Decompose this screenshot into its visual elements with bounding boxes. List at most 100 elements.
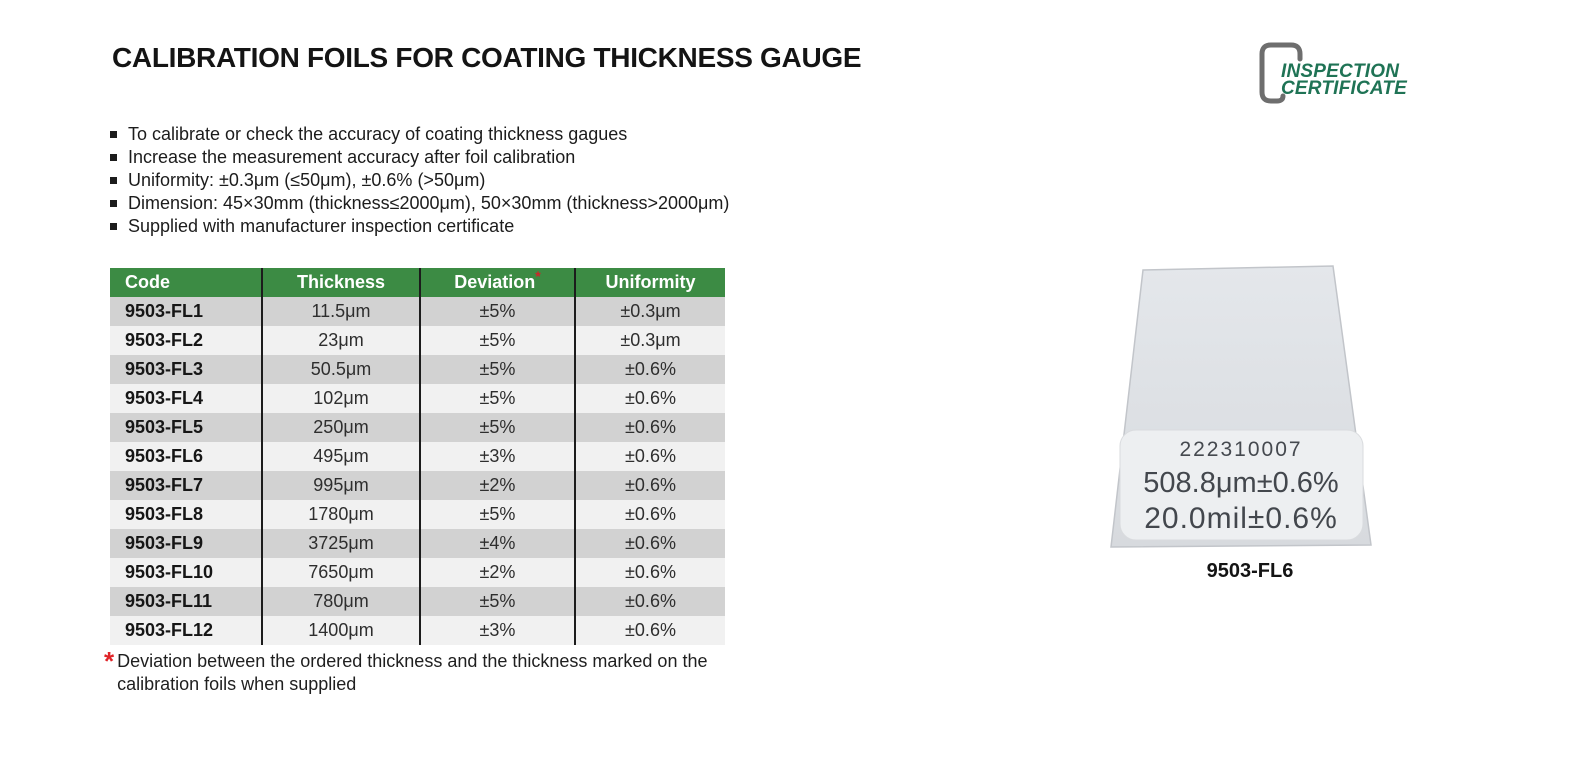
cell-uniformity: ±0.6% [575,355,725,384]
feature-text: Increase the measurement accuracy after … [128,147,576,167]
cell-code: 9503-FL12 [110,616,263,645]
feature-item: To calibrate or check the accuracy of co… [110,124,729,147]
table-row: 9503-FL11 780μm ±5% ±0.6% [110,587,725,616]
cell-uniformity: ±0.6% [575,442,725,471]
certificate-bracket-icon [1259,42,1303,104]
cell-code: 9503-FL8 [110,500,263,529]
cell-deviation: ±5% [420,587,576,616]
col-header-deviation: Deviation* [420,268,576,297]
badge-text: INSPECTION CERTIFICATE [1281,61,1407,97]
cell-uniformity: ±0.6% [575,384,725,413]
cell-deviation: ±5% [420,384,576,413]
table-row: 9503-FL2 23μm ±5% ±0.3μm [110,326,725,355]
col-header-uniformity: Uniformity [575,268,725,297]
cell-uniformity: ±0.6% [575,413,725,442]
cell-uniformity: ±0.3μm [575,297,725,326]
table-row: 9503-FL1 11.5μm ±5% ±0.3μm [110,297,725,326]
cell-deviation: ±5% [420,413,576,442]
cell-deviation: ±4% [420,529,576,558]
cell-thickness: 102μm [262,384,421,413]
footnote-text: Deviation between the ordered thickness … [117,651,708,694]
cell-uniformity: ±0.6% [575,558,725,587]
bullet-square-icon [110,154,117,161]
feature-item: Supplied with manufacturer inspection ce… [110,216,729,239]
col-header-code: Code [110,268,263,297]
table-header-row: Code Thickness Deviation* Uniformity [110,268,725,297]
cell-uniformity: ±0.6% [575,529,725,558]
table-row: 9503-FL4 102μm ±5% ±0.6% [110,384,725,413]
calibration-foil-image: 222310007 508.8μm±0.6% 20.0mil±0.6% [1090,258,1380,558]
bullet-square-icon [110,223,117,230]
cell-code: 9503-FL2 [110,326,263,355]
foil-imperial-value: 20.0mil±0.6% [1144,502,1338,535]
cell-code: 9503-FL5 [110,413,263,442]
deviation-footnote: * Deviation between the ordered thicknes… [104,646,722,696]
cell-deviation: ±3% [420,616,576,645]
badge-line1: INSPECTION [1281,61,1400,82]
foil-caption: 9503-FL6 [1206,560,1294,582]
page-title: CALIBRATION FOILS FOR COATING THICKNESS … [112,42,862,73]
cell-thickness: 3725μm [262,529,421,558]
cell-code: 9503-FL1 [110,297,263,326]
feature-item: Increase the measurement accuracy after … [110,147,729,170]
cell-deviation: ±2% [420,558,576,587]
table-row: 9503-FL5 250μm ±5% ±0.6% [110,413,725,442]
cell-thickness: 11.5μm [262,297,421,326]
bullet-square-icon [110,131,117,138]
foil-metric-value: 508.8μm±0.6% [1143,467,1338,499]
deviation-asterisk: * [535,268,541,284]
cell-thickness: 23μm [262,326,421,355]
foil-serial: 222310007 [1179,438,1302,461]
table-row: 9503-FL10 7650μm ±2% ±0.6% [110,558,725,587]
table-row: 9503-FL3 50.5μm ±5% ±0.6% [110,355,725,384]
feature-item: Uniformity: ±0.3μm (≤50μm), ±0.6% (>50μm… [110,170,729,193]
bullet-square-icon [110,200,117,207]
cell-deviation: ±5% [420,355,576,384]
cell-thickness: 780μm [262,587,421,616]
cell-deviation: ±5% [420,297,576,326]
bullet-square-icon [110,177,117,184]
cell-thickness: 250μm [262,413,421,442]
table-row: 9503-FL6 495μm ±3% ±0.6% [110,442,725,471]
cell-uniformity: ±0.6% [575,500,725,529]
foil-label [1119,429,1364,541]
calibration-foils-table: Code Thickness Deviation* Uniformity 950… [110,268,725,645]
feature-text: Uniformity: ±0.3μm (≤50μm), ±0.6% (>50μm… [128,170,486,190]
feature-text: To calibrate or check the accuracy of co… [128,124,628,144]
cell-thickness: 50.5μm [262,355,421,384]
cell-code: 9503-FL10 [110,558,263,587]
table-row: 9503-FL12 1400μm ±3% ±0.6% [110,616,725,645]
cell-thickness: 7650μm [262,558,421,587]
cell-deviation: ±5% [420,326,576,355]
cell-code: 9503-FL4 [110,384,263,413]
cell-thickness: 995μm [262,471,421,500]
cell-thickness: 1780μm [262,500,421,529]
cell-thickness: 1400μm [262,616,421,645]
col-header-deviation-label: Deviation [454,272,536,292]
cell-code: 9503-FL7 [110,471,263,500]
footnote-asterisk: * [104,646,115,676]
cell-deviation: ±3% [420,442,576,471]
cell-code: 9503-FL11 [110,587,263,616]
cell-code: 9503-FL9 [110,529,263,558]
inspection-certificate-badge: INSPECTION CERTIFICATE [1248,40,1438,106]
feature-item: Dimension: 45×30mm (thickness≤2000μm), 5… [110,193,729,216]
table-row: 9503-FL7 995μm ±2% ±0.6% [110,471,725,500]
cell-code: 9503-FL3 [110,355,263,384]
cell-uniformity: ±0.6% [575,616,725,645]
cell-deviation: ±2% [420,471,576,500]
cell-uniformity: ±0.6% [575,471,725,500]
cell-thickness: 495μm [262,442,421,471]
foil-illustration: 222310007 508.8μm±0.6% 20.0mil±0.6% [1110,265,1372,548]
cell-deviation: ±5% [420,500,576,529]
cell-uniformity: ±0.6% [575,587,725,616]
table-row: 9503-FL9 3725μm ±4% ±0.6% [110,529,725,558]
table-row: 9503-FL8 1780μm ±5% ±0.6% [110,500,725,529]
feature-list: To calibrate or check the accuracy of co… [110,124,729,239]
col-header-thickness: Thickness [262,268,421,297]
feature-text: Supplied with manufacturer inspection ce… [128,216,515,236]
cell-uniformity: ±0.3μm [575,326,725,355]
feature-text: Dimension: 45×30mm (thickness≤2000μm), 5… [128,193,730,213]
cell-code: 9503-FL6 [110,442,263,471]
